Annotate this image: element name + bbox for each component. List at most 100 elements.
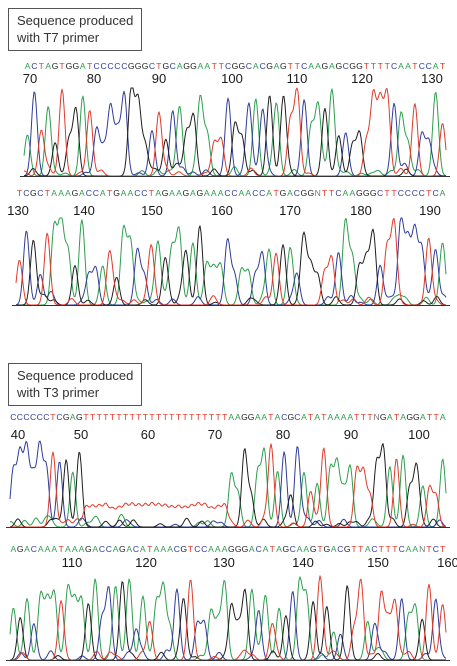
base-letter: T <box>440 544 446 554</box>
position-number: 80 <box>87 71 101 86</box>
base-letter: A <box>167 544 173 554</box>
base-letter: T <box>378 61 384 71</box>
base-letter: A <box>440 412 446 422</box>
base-letter: C <box>426 61 432 71</box>
position-number: 110 <box>287 71 308 86</box>
base-letter: G <box>239 61 246 71</box>
base-letter: G <box>380 412 387 422</box>
base-letter: G <box>63 412 70 422</box>
trace-T <box>10 443 447 528</box>
base-letter: T <box>392 544 398 554</box>
base-letter: G <box>76 412 83 422</box>
base-letter: G <box>280 61 287 71</box>
base-letter: N <box>419 544 425 554</box>
base-letter: C <box>93 61 99 71</box>
base-letter: G <box>135 61 142 71</box>
base-letter: C <box>194 544 200 554</box>
base-letter: G <box>266 61 273 71</box>
base-letter: T <box>39 61 45 71</box>
base-letter: T <box>50 412 56 422</box>
base-letter: A <box>58 188 64 198</box>
base-letter: T <box>83 412 89 422</box>
base-letter: C <box>433 544 439 554</box>
base-letter: A <box>72 544 78 554</box>
base-letter: T <box>97 412 103 422</box>
base-letter: T <box>329 188 335 198</box>
base-letter: G <box>344 544 351 554</box>
base-letter: G <box>323 544 330 554</box>
base-letter: A <box>79 544 85 554</box>
base-letter: G <box>322 61 329 71</box>
base-letter: A <box>245 188 251 198</box>
position-number: 110 <box>62 555 83 570</box>
base-letter: C <box>252 188 258 198</box>
base-letter: C <box>56 412 62 422</box>
base-letter: G <box>283 544 290 554</box>
base-letter: G <box>52 61 59 71</box>
base-letter: A <box>204 61 210 71</box>
base-letter: G <box>356 61 363 71</box>
base-letter: A <box>198 61 204 71</box>
position-number: 100 <box>408 427 430 442</box>
base-letter: T <box>202 412 208 422</box>
trace-A <box>9 447 447 528</box>
base-letter: G <box>180 544 187 554</box>
base-letter: A <box>274 61 280 71</box>
base-letter: G <box>363 188 370 198</box>
base-letter: G <box>119 544 126 554</box>
base-letter: A <box>45 544 51 554</box>
base-letter: A <box>315 61 321 71</box>
base-letter: T <box>212 61 218 71</box>
base-letter: C <box>225 61 231 71</box>
base-letter: A <box>154 544 160 554</box>
base-letter: C <box>114 61 120 71</box>
base-letter: A <box>433 61 439 71</box>
base-letter: G <box>17 544 24 554</box>
base-letter: G <box>66 61 73 71</box>
base-letter: A <box>169 188 175 198</box>
base-letter: G <box>335 61 342 71</box>
base-letter: T <box>394 412 400 422</box>
base-letter: N <box>373 412 379 422</box>
position-number: 90 <box>152 71 166 86</box>
base-letter: N <box>315 188 321 198</box>
base-letter: T <box>426 544 432 554</box>
position-number: 140 <box>292 555 314 570</box>
base-letter: T <box>351 544 357 554</box>
base-letter: C <box>100 61 106 71</box>
base-letter: C <box>294 412 300 422</box>
t3-label-box: Sequence produced with T3 primer <box>8 363 143 406</box>
base-letter: T <box>169 412 175 422</box>
base-letter: A <box>266 188 272 198</box>
base-letter: C <box>301 61 307 71</box>
base-letter: A <box>440 188 446 198</box>
base-letter: C <box>23 412 29 422</box>
trace-A <box>16 217 447 306</box>
base-letter: T <box>156 61 162 71</box>
base-letter: C <box>107 61 113 71</box>
base-letter: A <box>228 412 234 422</box>
base-letter: A <box>329 61 335 71</box>
base-letter: T <box>87 61 93 71</box>
trace-A <box>9 576 446 661</box>
base-letter: G <box>307 188 314 198</box>
base-letter: A <box>420 412 426 422</box>
base-letter: A <box>211 188 217 198</box>
base-letter: T <box>188 544 194 554</box>
base-letter: A <box>301 412 307 422</box>
position-number: 140 <box>73 203 95 218</box>
base-letter: T <box>149 412 155 422</box>
base-letter: C <box>106 544 112 554</box>
base-letter: C <box>371 544 377 554</box>
base-letter: A <box>412 544 418 554</box>
base-letter: A <box>51 544 57 554</box>
base-letter: G <box>248 412 255 422</box>
base-letter: A <box>347 412 353 422</box>
base-letter: A <box>276 544 282 554</box>
base-letter: T <box>371 61 377 71</box>
base-letter: A <box>343 188 349 198</box>
position-number: 160 <box>437 555 457 570</box>
base-letter: C <box>398 188 404 198</box>
base-letter: G <box>128 61 135 71</box>
position-number: 40 <box>11 427 25 442</box>
